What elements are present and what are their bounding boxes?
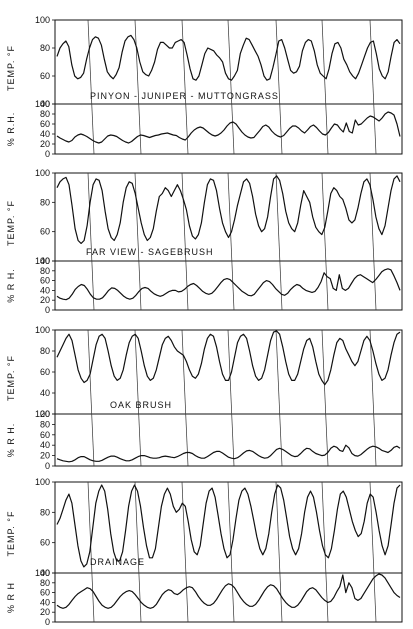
temp-tick-label: 40 xyxy=(40,256,50,266)
temp-series-line xyxy=(56,175,401,244)
temp-tick-label: 80 xyxy=(40,507,50,517)
rh-series-line xyxy=(56,444,401,463)
rh-axis-label: % R H. xyxy=(6,423,16,458)
day-grid-line xyxy=(275,481,283,623)
rh-tick-label: 40 xyxy=(40,129,50,139)
temp-tick-label: 80 xyxy=(40,346,50,356)
day-grid-line xyxy=(181,19,189,155)
day-grid-line xyxy=(87,19,95,155)
rh-tick-label: 0 xyxy=(45,305,50,315)
temp-axis-label: TEMP. °F xyxy=(6,355,16,401)
day-grid-line xyxy=(321,172,329,311)
temp-tick-label: 60 xyxy=(40,538,50,548)
rh-tick-label: 100 xyxy=(35,409,50,419)
temp-tick-label: 100 xyxy=(35,168,50,178)
temp-tick-label: 80 xyxy=(40,43,50,53)
rh-tick-label: 0 xyxy=(45,461,50,471)
day-grid-line xyxy=(321,329,329,467)
temp-tick-label: 40 xyxy=(40,99,50,109)
panel-frame xyxy=(54,19,403,155)
temp-tick-label: 60 xyxy=(40,71,50,81)
rh-axis-label: % R H xyxy=(6,582,16,613)
panel-frame xyxy=(54,481,403,623)
rh-tick-label: 60 xyxy=(40,430,50,440)
rh-tick-label: 80 xyxy=(40,266,50,276)
day-grid-line xyxy=(227,329,235,467)
day-grid-line xyxy=(275,172,283,311)
day-grid-line xyxy=(275,19,283,155)
day-grid-line xyxy=(134,19,142,155)
day-grid-line xyxy=(181,481,189,623)
rh-tick-label: 80 xyxy=(40,419,50,429)
temp-series-line xyxy=(56,330,401,386)
panel-title: DRAINAGE xyxy=(90,557,145,567)
temp-tick-label: 60 xyxy=(40,227,50,237)
rh-tick-label: 40 xyxy=(40,285,50,295)
day-grid-line xyxy=(87,172,95,311)
rh-tick-label: 40 xyxy=(40,440,50,450)
temp-tick-label: 100 xyxy=(35,15,50,25)
rh-tick-label: 100 xyxy=(35,99,50,109)
panel-title: FAR VIEW - SAGEBRUSH xyxy=(86,247,214,257)
rh-tick-label: 60 xyxy=(40,588,50,598)
temp-series-line xyxy=(56,34,401,81)
temp-tick-label: 20 xyxy=(40,409,50,419)
rh-axis-label: % R.H. xyxy=(6,112,16,147)
panel-title: OAK BRUSH xyxy=(110,400,172,410)
rh-axis-label: % R H. xyxy=(6,268,16,303)
rh-tick-label: 80 xyxy=(40,109,50,119)
rh-tick-label: 100 xyxy=(35,568,50,578)
day-grid-line xyxy=(134,481,142,623)
temp-tick-label: 80 xyxy=(40,197,50,207)
day-grid-line xyxy=(134,172,142,311)
temp-tick-label: 100 xyxy=(35,325,50,335)
temp-tick-label: 100 xyxy=(35,477,50,487)
temp-axis-label: TEMP. °F xyxy=(6,511,16,557)
rh-tick-label: 20 xyxy=(40,451,50,461)
day-grid-line xyxy=(87,481,95,623)
day-grid-line xyxy=(87,329,95,467)
day-grid-line xyxy=(227,172,235,311)
temp-axis-label: TEMP. °F xyxy=(6,45,16,91)
rh-tick-label: 0 xyxy=(45,149,50,159)
temp-series-line xyxy=(56,484,401,568)
day-grid-line xyxy=(227,19,235,155)
day-grid-line xyxy=(369,19,377,155)
day-grid-line xyxy=(369,172,377,311)
temp-axis-label: TEMP. °F xyxy=(6,200,16,246)
rh-tick-label: 80 xyxy=(40,578,50,588)
day-grid-line xyxy=(134,329,142,467)
rh-tick-label: 60 xyxy=(40,119,50,129)
day-grid-line xyxy=(181,329,189,467)
rh-tick-label: 20 xyxy=(40,607,50,617)
rh-tick-label: 0 xyxy=(45,617,50,627)
temp-tick-label: 40 xyxy=(40,388,50,398)
rh-tick-label: 40 xyxy=(40,597,50,607)
rh-series-line xyxy=(56,573,401,609)
day-grid-line xyxy=(369,329,377,467)
temp-tick-label: 40 xyxy=(40,568,50,578)
rh-tick-label: 60 xyxy=(40,276,50,286)
rh-tick-label: 20 xyxy=(40,295,50,305)
rh-tick-label: 20 xyxy=(40,139,50,149)
panel-frame xyxy=(54,329,403,467)
day-grid-line xyxy=(369,481,377,623)
temp-tick-label: 60 xyxy=(40,367,50,377)
rh-tick-label: 100 xyxy=(35,256,50,266)
day-grid-line xyxy=(321,19,329,155)
day-grid-line xyxy=(275,329,283,467)
rh-series-line xyxy=(56,111,401,144)
panel-frame xyxy=(54,172,403,311)
rh-series-line xyxy=(56,268,401,301)
panel-title: PINYON - JUNIPER - MUTTONGRASS xyxy=(90,91,279,101)
